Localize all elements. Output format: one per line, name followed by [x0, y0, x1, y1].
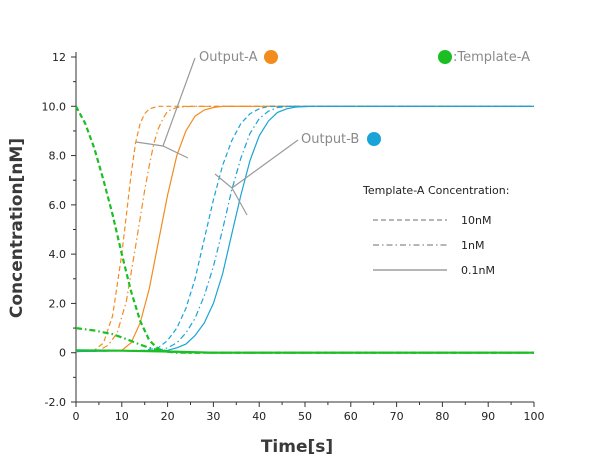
x-tick-label: 10	[115, 410, 129, 423]
y-tick-label: 6.0	[49, 199, 67, 212]
series-layer	[75, 105, 534, 354]
output-a-brace	[135, 141, 189, 159]
legend-label-0-1nm: 0.1nM	[461, 264, 495, 277]
x-tick-label: 60	[344, 410, 358, 423]
output-a-dashed-line	[75, 105, 534, 353]
output-a-leader	[162, 57, 196, 147]
output-a-solid-line	[75, 105, 534, 353]
legend-label-10nm: 10nM	[461, 214, 491, 227]
y-tick-label: 10.0	[42, 100, 67, 113]
legend: Template-A Concentration: 10nM 1nM 0.1nM	[362, 184, 509, 277]
x-tick-label: 80	[435, 410, 449, 423]
x-tick-label: 0	[73, 410, 80, 423]
y-tick-label: 8.0	[49, 150, 67, 163]
legend-title: Template-A Concentration:	[362, 184, 509, 197]
output-b-marker	[367, 132, 381, 146]
output-a-marker	[264, 50, 278, 64]
y-tick-label: 4.0	[49, 248, 67, 261]
output-b-leader	[231, 139, 299, 189]
x-axis-title: Time[s]	[261, 437, 333, 457]
x-tick-label: 30	[206, 410, 220, 423]
template-a-annotation: :Template-A	[453, 50, 530, 65]
x-tick-label: 70	[390, 410, 404, 423]
template-a-marker	[438, 50, 452, 64]
y-tick-label: 12	[52, 51, 66, 64]
legend-label-1nm: 1nM	[461, 239, 484, 252]
y-tick-label: 2.0	[49, 297, 67, 310]
x-tick-label: 90	[481, 410, 495, 423]
y-tick-label: -2.0	[45, 396, 66, 409]
output-a-annotation: Output-A	[199, 50, 258, 65]
y-axis-title: Concentration[nM]	[7, 138, 27, 318]
output-b-dashdot-line	[75, 105, 534, 353]
output-a-dashdot-line	[75, 105, 534, 353]
x-tick-label: 100	[524, 410, 545, 423]
output-b-annotation: Output-B	[301, 132, 359, 147]
output-b-dashed-line	[75, 105, 534, 353]
annotation-layer: Output-A Output-B :Template-A	[135, 50, 530, 216]
axes	[75, 52, 534, 403]
x-tick-label: 40	[252, 410, 266, 423]
output-b-solid-line	[75, 105, 534, 353]
x-tick-label: 50	[298, 410, 312, 423]
x-tick-label: 20	[161, 410, 175, 423]
ticks: 0 10 20 30 40 50 60 70 80 90 100 -2.0 0 2.0 4.0 6.0 8.0 1…	[42, 51, 545, 423]
y-tick-label: 0	[59, 347, 66, 360]
template-a-solid-line	[75, 349, 534, 354]
template-a-dashdot-line	[75, 327, 534, 354]
